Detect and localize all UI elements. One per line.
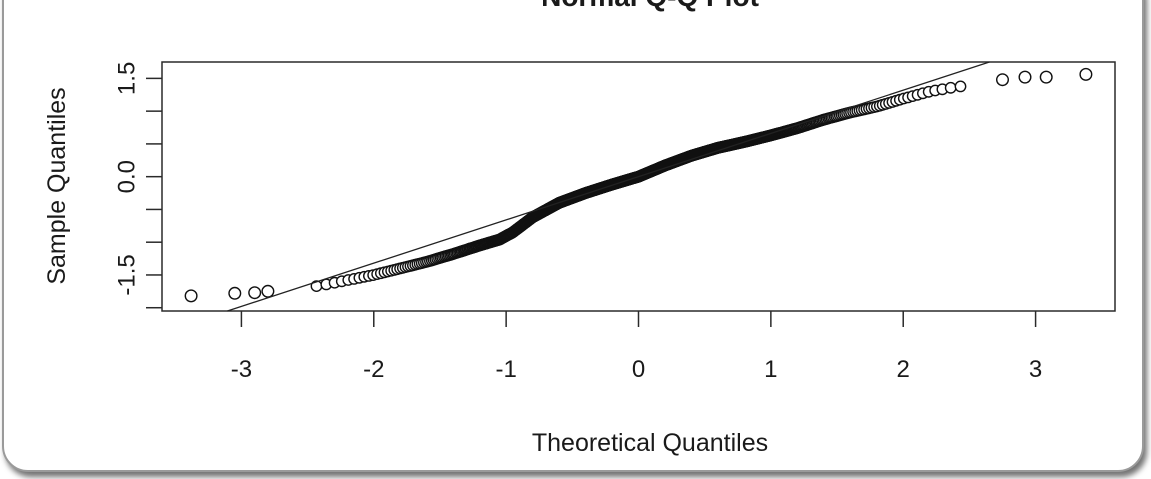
x-axis: -3 -2 -1 0 1 2 3: [231, 311, 1042, 383]
data-point: [1079, 67, 1093, 81]
y-axis-label: Sample Quantiles: [43, 87, 71, 284]
rounded-border: [2, 0, 1144, 472]
x-tick-label: 2: [897, 356, 910, 383]
data-point: [996, 73, 1010, 87]
x-axis-label: Theoretical Quantiles: [532, 429, 768, 457]
data-point: [248, 286, 262, 300]
data-point: [228, 286, 242, 300]
data-point: [261, 284, 275, 298]
data-point: [954, 80, 967, 93]
x-tick-label: -1: [495, 356, 516, 383]
x-tick-label: -2: [363, 356, 384, 383]
y-tick-label: -1.5: [114, 254, 141, 295]
data-point: [944, 81, 957, 94]
chart-title: Normal Q-Q Plot: [541, 0, 759, 12]
x-tick-label: 3: [1029, 356, 1042, 383]
y-tick-label: 0.0: [114, 160, 141, 193]
reference-line: [227, 61, 990, 312]
y-axis: -1.5 0.0 1.5: [114, 62, 162, 309]
x-tick-label: -3: [231, 356, 252, 383]
y-tick-label: 1.5: [114, 62, 141, 95]
data-point: [1039, 70, 1053, 84]
data-point: [1018, 70, 1032, 84]
data-point: [184, 289, 198, 303]
x-tick-label: 1: [764, 356, 777, 383]
data-points: [184, 67, 1093, 303]
plot-area: [161, 61, 1116, 312]
x-tick-label: 0: [632, 356, 645, 383]
